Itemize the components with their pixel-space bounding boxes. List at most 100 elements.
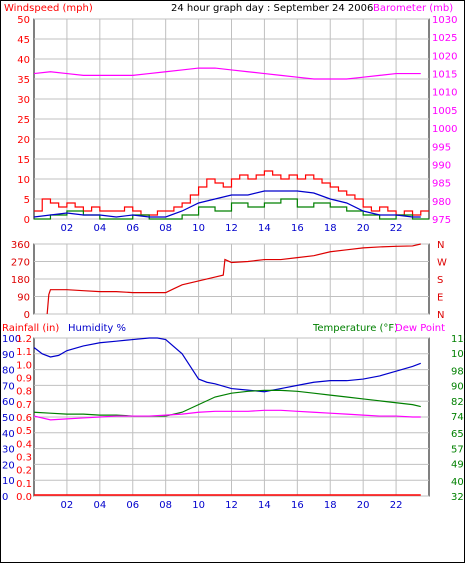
- barometer-tick-label: 1005: [432, 106, 457, 117]
- compass-label: N: [437, 310, 444, 321]
- rainfall-tick-label: 1.0: [16, 360, 32, 371]
- direction-tick-label: 270: [11, 258, 30, 269]
- temperature-tick-label: 115: [451, 334, 465, 345]
- barometer-tick-label: 1020: [432, 51, 457, 62]
- rainfall-tick-label: 0.7: [16, 400, 32, 411]
- wind-x-tick-label: 18: [324, 223, 337, 234]
- humidity-x-tick-label: 02: [61, 500, 74, 511]
- wind-x-tick-label: 20: [357, 223, 370, 234]
- temperature-tick-label: 74: [451, 412, 464, 423]
- rainfall-tick-labels: 0.0 0.1 0.2 0.3 0.4 0.5 0.6 0.7 0.8 0.9 1.0 1.1 1.2: [16, 334, 32, 503]
- humidity-tick-label: 40: [2, 429, 15, 440]
- wind-series: [33, 67, 429, 220]
- wind-average-line: [33, 190, 421, 218]
- rainfall-tick-label: 0.5: [16, 426, 32, 437]
- direction-grid: [34, 243, 429, 315]
- humidity-x-tick-label: 20: [357, 500, 370, 511]
- rainfall-tick-label: 0.9: [16, 374, 32, 385]
- humidity-x-tick-label: 12: [225, 500, 238, 511]
- barometer-tick-label: 995: [432, 142, 451, 153]
- temperature-tick-label: 107: [451, 349, 465, 360]
- wind-direction-line: [46, 243, 421, 315]
- temperature-tick-labels: 32 40 49 57 65 74 82 90 98 107 115: [451, 334, 465, 503]
- barometer-tick-labels: 975 980 985 990 995 1000 1005 1010 1015 1020 1025 1…: [432, 15, 457, 226]
- compass-label: S: [437, 275, 443, 286]
- barometer-tick-label: 1000: [432, 124, 457, 135]
- barometer-tick-label: 985: [432, 179, 451, 190]
- direction-tick-labels: 0 90 180 270 360: [11, 240, 30, 321]
- humidity-line: [33, 337, 421, 393]
- humidity-tick-label: 100: [2, 334, 21, 345]
- rainfall-tick-label: 0.2: [16, 466, 32, 477]
- humidity-axis-label: Humidity %: [68, 323, 126, 334]
- windspeed-tick-label: 0: [24, 215, 30, 226]
- rainfall-tick-label: 1.2: [16, 334, 32, 345]
- humidity-x-tick-label: 08: [159, 500, 172, 511]
- windspeed-tick-label: 20: [17, 135, 30, 146]
- rainfall-tick-label: 0.1: [16, 479, 32, 490]
- direction-tick-label: 90: [17, 293, 30, 304]
- dew-point-line: [33, 409, 421, 421]
- humidity-x-tick-label: 18: [324, 500, 337, 511]
- rainfall-tick-label: 0.3: [16, 453, 32, 464]
- compass-label: N: [437, 240, 444, 251]
- barometer-tick-label: 980: [432, 197, 451, 208]
- humidity-x-tick-labels: 02 04 06 08 10 12 14 16 18 20 22: [61, 500, 403, 511]
- wind-gust-line: [34, 170, 429, 216]
- temperature-tick-label: 98: [451, 366, 464, 377]
- barometer-tick-label: 1010: [432, 88, 457, 99]
- windspeed-tick-labels: 0 5 10 15 20 25 30 35 40 45 50: [17, 15, 30, 226]
- humidity-grid: [34, 337, 429, 497]
- compass-label: E: [437, 293, 443, 304]
- windspeed-tick-label: 40: [17, 55, 30, 66]
- rainfall-tick-label: 0.6: [16, 413, 32, 424]
- direction-tick-label: 0: [24, 310, 30, 321]
- temperature-tick-label: 65: [451, 429, 464, 440]
- humidity-tick-label: 50: [2, 413, 15, 424]
- humidity-tick-label: 60: [2, 397, 15, 408]
- humidity-series: [33, 337, 421, 496]
- humidity-tick-label: 0: [2, 492, 8, 503]
- windspeed-tick-label: 30: [17, 95, 30, 106]
- barometer-axis-label: Barometer (mb): [373, 3, 453, 14]
- temperature-tick-label: 90: [451, 382, 464, 393]
- windspeed-tick-label: 10: [17, 175, 30, 186]
- temperature-line: [33, 389, 421, 417]
- rainfall-tick-label: 0.8: [16, 387, 32, 398]
- wind-x-tick-label: 14: [258, 223, 271, 234]
- page-title: 24 hour graph day : September 24 2006: [171, 3, 373, 14]
- wind-x-tick-label: 02: [61, 223, 74, 234]
- windspeed-tick-label: 5: [24, 195, 30, 206]
- temperature-tick-label: 40: [451, 477, 464, 488]
- windspeed-tick-label: 25: [17, 115, 30, 126]
- humidity-tick-label: 70: [2, 381, 15, 392]
- wind-x-tick-label: 12: [225, 223, 238, 234]
- dew-point-axis-label: Dew Point: [395, 323, 445, 334]
- rainfall-axis-label: Rainfall (in): [2, 323, 59, 334]
- barometer-tick-label: 990: [432, 160, 451, 171]
- windspeed-tick-label: 35: [17, 75, 30, 86]
- direction-tick-label: 180: [11, 275, 30, 286]
- humidity-x-tick-label: 06: [126, 500, 139, 511]
- wind-grid: [34, 18, 429, 220]
- humidity-tick-label: 20: [2, 460, 15, 471]
- humidity-tick-labels: 0 10 20 30 40 50 60 70 80 90 100: [2, 334, 21, 503]
- compass-label: W: [437, 258, 447, 269]
- barometer-line: [33, 67, 421, 80]
- humidity-tick-label: 10: [2, 476, 15, 487]
- windspeed-axis-label: Windspeed (mph): [4, 3, 93, 14]
- windspeed-tick-label: 15: [17, 155, 30, 166]
- humidity-tick-label: 30: [2, 445, 15, 456]
- barometer-tick-label: 975: [432, 215, 451, 226]
- wind-x-tick-label: 22: [390, 223, 403, 234]
- direction-tick-label: 360: [11, 240, 30, 251]
- barometer-tick-label: 1025: [432, 33, 457, 44]
- direction-series: [46, 243, 421, 315]
- temperature-tick-label: 82: [451, 397, 464, 408]
- wind-x-tick-label: 08: [159, 223, 172, 234]
